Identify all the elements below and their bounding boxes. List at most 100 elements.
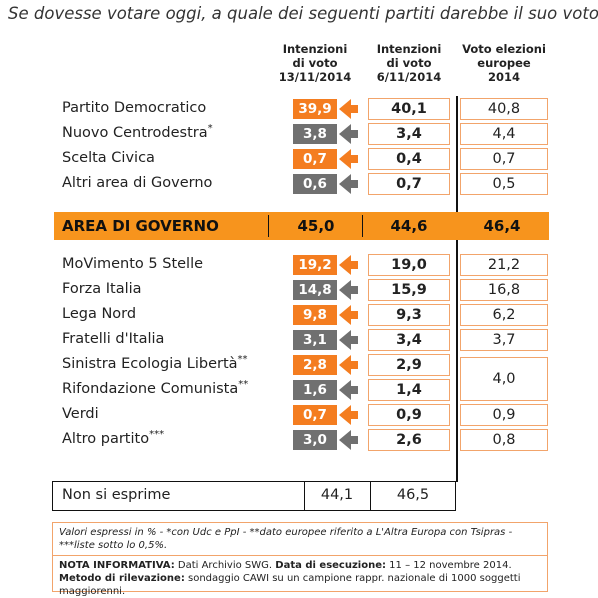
party-name: Lega Nord [62, 306, 137, 322]
value-13-11-badge: 0,6 [293, 174, 337, 194]
trend-arrow-tail [350, 155, 358, 163]
value-6-11: 1,4 [368, 379, 450, 401]
ns-divider [304, 481, 305, 511]
footnote-marker: ** [238, 379, 249, 391]
value-europee: 16,8 [460, 279, 548, 301]
trend-arrow-tail [350, 361, 358, 369]
trend-arrow-icon [339, 255, 351, 275]
area-governo-v3: 46,4 [483, 217, 521, 235]
value-europee: 0,5 [460, 173, 548, 195]
value-13-11-badge: 0,7 [293, 149, 337, 169]
trend-arrow-icon [339, 280, 351, 300]
trend-arrow-icon [339, 305, 351, 325]
nota-informativa: NOTA INFORMATIVA: Dati Archivio SWG. Dat… [52, 556, 548, 597]
non-si-esprime-v2: 46,5 [396, 487, 430, 503]
value-13-11-badge: 14,8 [293, 280, 337, 300]
trend-arrow-tail [350, 105, 358, 113]
party-name: Nuovo Centrodestra [62, 125, 208, 141]
value-13-11-badge: 19,2 [293, 255, 337, 275]
column-header-line: Intenzioni [282, 42, 348, 56]
trend-arrow-tail [350, 286, 358, 294]
chart-title: Se dovesse votare oggi, a quale dei segu… [8, 4, 598, 23]
area-governo-label: AREA DI GOVERNO [62, 217, 219, 235]
non-si-esprime-label: Non si esprime [62, 487, 171, 503]
column-header-line: 6/11/2014 [376, 70, 442, 84]
non-si-esprime-box [52, 481, 456, 511]
party-name: MoVimento 5 Stelle [62, 256, 204, 272]
footnote: Valori espressi in % - *con Udc e PpI - … [52, 522, 548, 556]
nota-label: Data di esecuzione: [275, 560, 386, 571]
party-name: Forza Italia [62, 281, 142, 297]
column-header-line: 2014 [487, 70, 520, 84]
footnote-marker: *** [149, 429, 165, 441]
party-label: Lega Nord [62, 306, 136, 322]
party-name: Sinistra Ecologia Libertà [62, 356, 238, 372]
column-header-line: Intenzioni [376, 42, 442, 56]
nota-label: Metodo di rilevazione: [59, 573, 185, 584]
value-6-11: 2,6 [368, 429, 450, 451]
party-label: Forza Italia [62, 281, 142, 297]
nota-label: NOTA INFORMATIVA: [59, 560, 175, 571]
value-13-11-badge: 3,0 [293, 430, 337, 450]
party-label: Fratelli d'Italia [62, 331, 164, 347]
value-6-11: 2,9 [368, 354, 450, 376]
footnote-marker: ** [237, 354, 248, 366]
band-separator [268, 215, 269, 237]
value-6-11: 3,4 [368, 123, 450, 145]
value-6-11: 0,7 [368, 173, 450, 195]
value-6-11: 40,1 [368, 98, 450, 120]
footnote-marker: * [207, 123, 213, 135]
party-label: Sinistra Ecologia Libertà** [62, 354, 248, 372]
trend-arrow-tail [350, 411, 358, 419]
party-label: Altro partito*** [62, 429, 165, 447]
value-6-11: 0,4 [368, 148, 450, 170]
trend-arrow-icon [339, 330, 351, 350]
value-13-11-badge: 2,8 [293, 355, 337, 375]
party-label: Partito Democratico [62, 100, 206, 116]
nota-text: Dati Archivio SWG. [174, 560, 276, 571]
value-europee: 0,9 [460, 404, 548, 426]
trend-arrow-icon [339, 430, 351, 450]
value-13-11-badge: 39,9 [293, 99, 337, 119]
nota-text: 11 – 12 novembre 2014. [386, 560, 512, 571]
column-header-13-11: Intenzioni di voto 13/11/2014 [270, 42, 360, 84]
party-name: Partito Democratico [62, 100, 207, 116]
value-6-11: 3,4 [368, 329, 450, 351]
trend-arrow-tail [350, 261, 358, 269]
area-governo-v2: 44,6 [390, 217, 428, 235]
area-governo-band [54, 212, 549, 240]
column-header-europee: Voto elezioni europee 2014 [456, 42, 552, 84]
value-europee: 40,8 [460, 98, 548, 120]
party-label: Scelta Civica [62, 150, 155, 166]
trend-arrow-tail [350, 386, 358, 394]
column-separator [456, 96, 458, 482]
value-europee: 3,7 [460, 329, 548, 351]
party-name: Rifondazione Comunista [62, 381, 239, 397]
column-header-line: Voto elezioni [462, 42, 546, 56]
value-6-11: 9,3 [368, 304, 450, 326]
trend-arrow-icon [339, 380, 351, 400]
party-label: Verdi [62, 406, 99, 422]
trend-arrow-icon [339, 124, 351, 144]
column-header-line: di voto [386, 56, 432, 70]
value-6-11: 15,9 [368, 279, 450, 301]
party-label: Altri area di Governo [62, 175, 212, 191]
value-13-11-badge: 0,7 [293, 405, 337, 425]
party-name: Verdi [62, 406, 99, 422]
value-13-11-badge: 1,6 [293, 380, 337, 400]
trend-arrow-icon [339, 99, 351, 119]
trend-arrow-tail [350, 180, 358, 188]
column-header-line: europee [477, 56, 531, 70]
value-europee-merged: 4,0 [460, 357, 548, 401]
trend-arrow-tail [350, 311, 358, 319]
party-name: Scelta Civica [62, 150, 155, 166]
party-label: MoVimento 5 Stelle [62, 256, 203, 272]
value-europee: 21,2 [460, 254, 548, 276]
value-6-11: 0,9 [368, 404, 450, 426]
area-governo-v1: 45,0 [297, 217, 335, 235]
value-13-11-badge: 3,1 [293, 330, 337, 350]
column-header-line: di voto [292, 56, 338, 70]
trend-arrow-icon [339, 174, 351, 194]
value-13-11-badge: 3,8 [293, 124, 337, 144]
band-separator [362, 215, 363, 237]
